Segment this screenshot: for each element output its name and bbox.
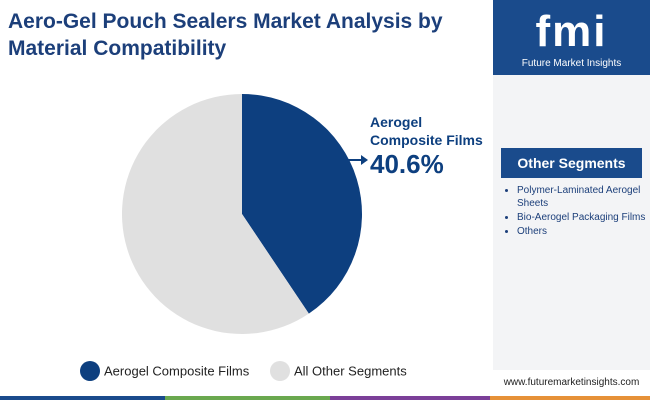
- legend-swatch: [80, 361, 100, 381]
- segments-heading: Other Segments: [501, 148, 642, 178]
- stripe: [0, 396, 165, 400]
- pie: [121, 94, 362, 334]
- pie-slice: [121, 94, 309, 334]
- segment-item: Others: [517, 225, 648, 238]
- legend-label: Aerogel Composite Films: [104, 363, 250, 378]
- stripe: [490, 396, 650, 400]
- legend-label: All Other Segments: [294, 363, 407, 378]
- callout-label: Aerogel Composite Films: [370, 114, 483, 148]
- logo: fmi: [535, 7, 608, 56]
- chart-title: Aero-Gel Pouch Sealers Market Analysis b…: [8, 10, 443, 60]
- website: www.futuremarketinsights.com: [503, 377, 640, 388]
- value-label: 40.6%: [370, 149, 444, 179]
- callout-arrow: [361, 155, 368, 165]
- legend-swatch: [270, 361, 290, 381]
- segment-item: Polymer-Laminated Aerogel Sheets: [517, 184, 648, 210]
- segments-list: Polymer-Laminated Aerogel SheetsBio-Aero…: [503, 184, 648, 239]
- logo-subtitle: Future Market Insights: [521, 58, 622, 69]
- pie-slice: [242, 94, 362, 314]
- legend: Aerogel Composite Films All Other Segment…: [80, 361, 407, 381]
- stripe: [165, 396, 330, 400]
- stripe: [330, 396, 490, 400]
- callout: Aerogel Composite Films 40.6%: [370, 113, 498, 179]
- segment-item: Bio-Aerogel Packaging Films: [517, 211, 648, 224]
- logo-panel: [493, 0, 650, 75]
- side-panel: [493, 75, 650, 370]
